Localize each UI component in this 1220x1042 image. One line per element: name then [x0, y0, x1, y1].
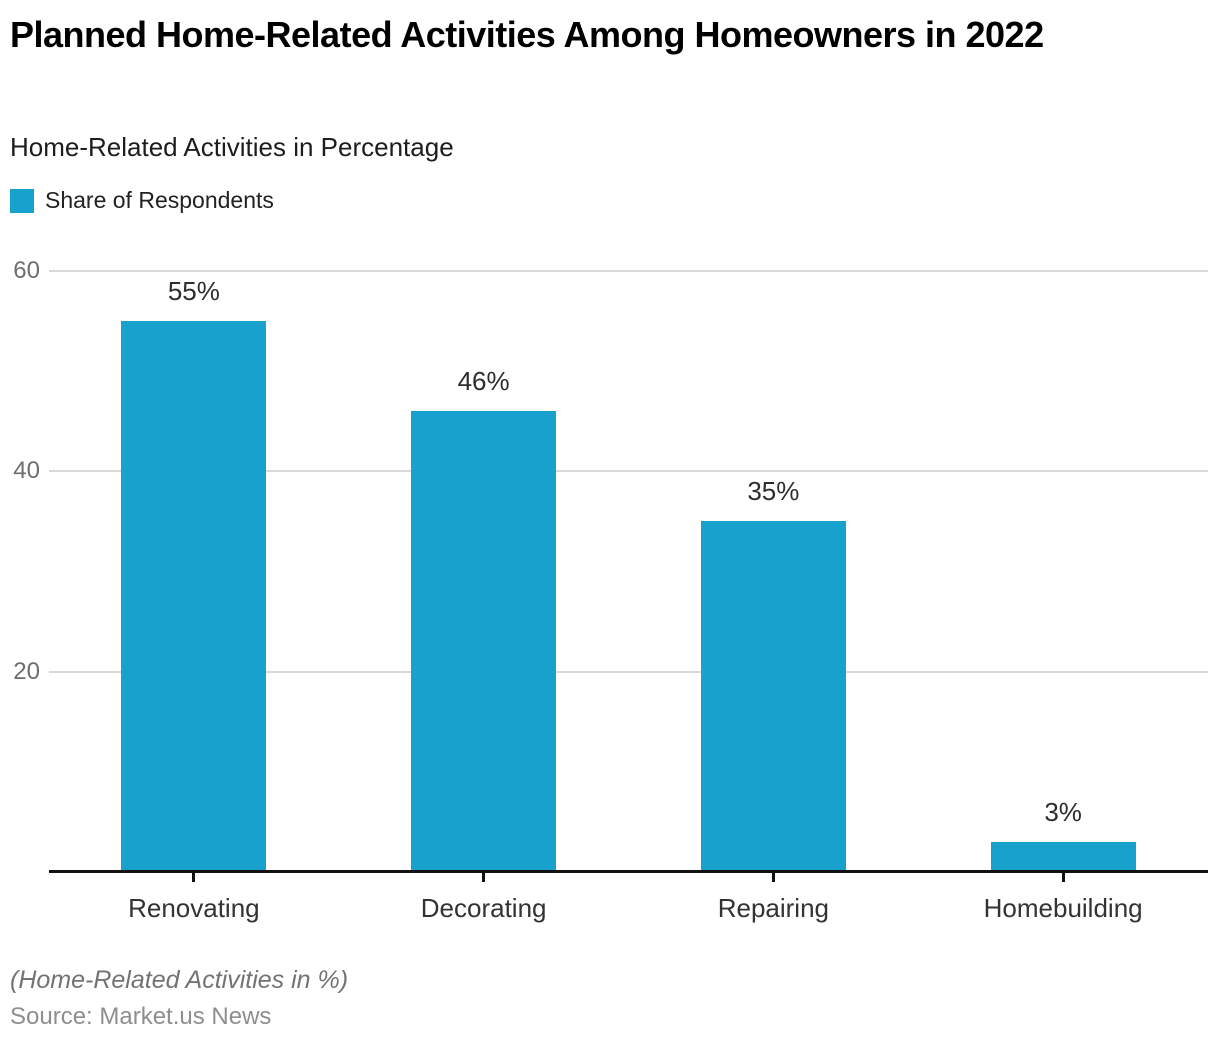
category-label: Homebuilding — [983, 893, 1143, 923]
chart-subtitle: Home-Related Activities in Percentage — [10, 132, 454, 162]
bar-value-label: 3% — [1044, 796, 1082, 827]
legend: Share of Respondents — [10, 187, 274, 214]
category-label: Decorating — [420, 893, 547, 923]
chart-title: Planned Home-Related Activities Among Ho… — [10, 14, 1044, 55]
gridline-60 — [49, 270, 1208, 272]
x-axis-tick — [482, 873, 486, 882]
bar-decorating — [411, 411, 557, 870]
x-axis-tick — [1061, 873, 1065, 882]
chart-source: Source: Market.us News — [10, 1003, 272, 1030]
legend-swatch — [10, 188, 34, 213]
legend-label: Share of Respondents — [45, 187, 274, 213]
bar-value-label: 35% — [747, 476, 800, 507]
bar-renovating — [121, 321, 267, 870]
category-label: Repairing — [717, 893, 830, 923]
bar-value-label: 55% — [167, 276, 220, 307]
category-label: Renovating — [128, 893, 260, 923]
x-axis-tick — [771, 873, 775, 882]
gridline-40 — [49, 470, 1208, 473]
y-axis-tick-label: 40 — [13, 457, 40, 485]
bar-repairing — [700, 521, 846, 870]
bar-value-label: 46% — [457, 366, 510, 397]
chart-footnote: (Home-Related Activities in %) — [10, 966, 349, 994]
x-axis-line — [49, 870, 1208, 873]
bar-homebuilding — [990, 841, 1136, 870]
y-axis-tick-label: 20 — [13, 657, 40, 685]
x-axis-tick — [192, 873, 196, 882]
gridline-20 — [49, 670, 1208, 673]
y-axis-tick-label: 60 — [13, 257, 40, 284]
